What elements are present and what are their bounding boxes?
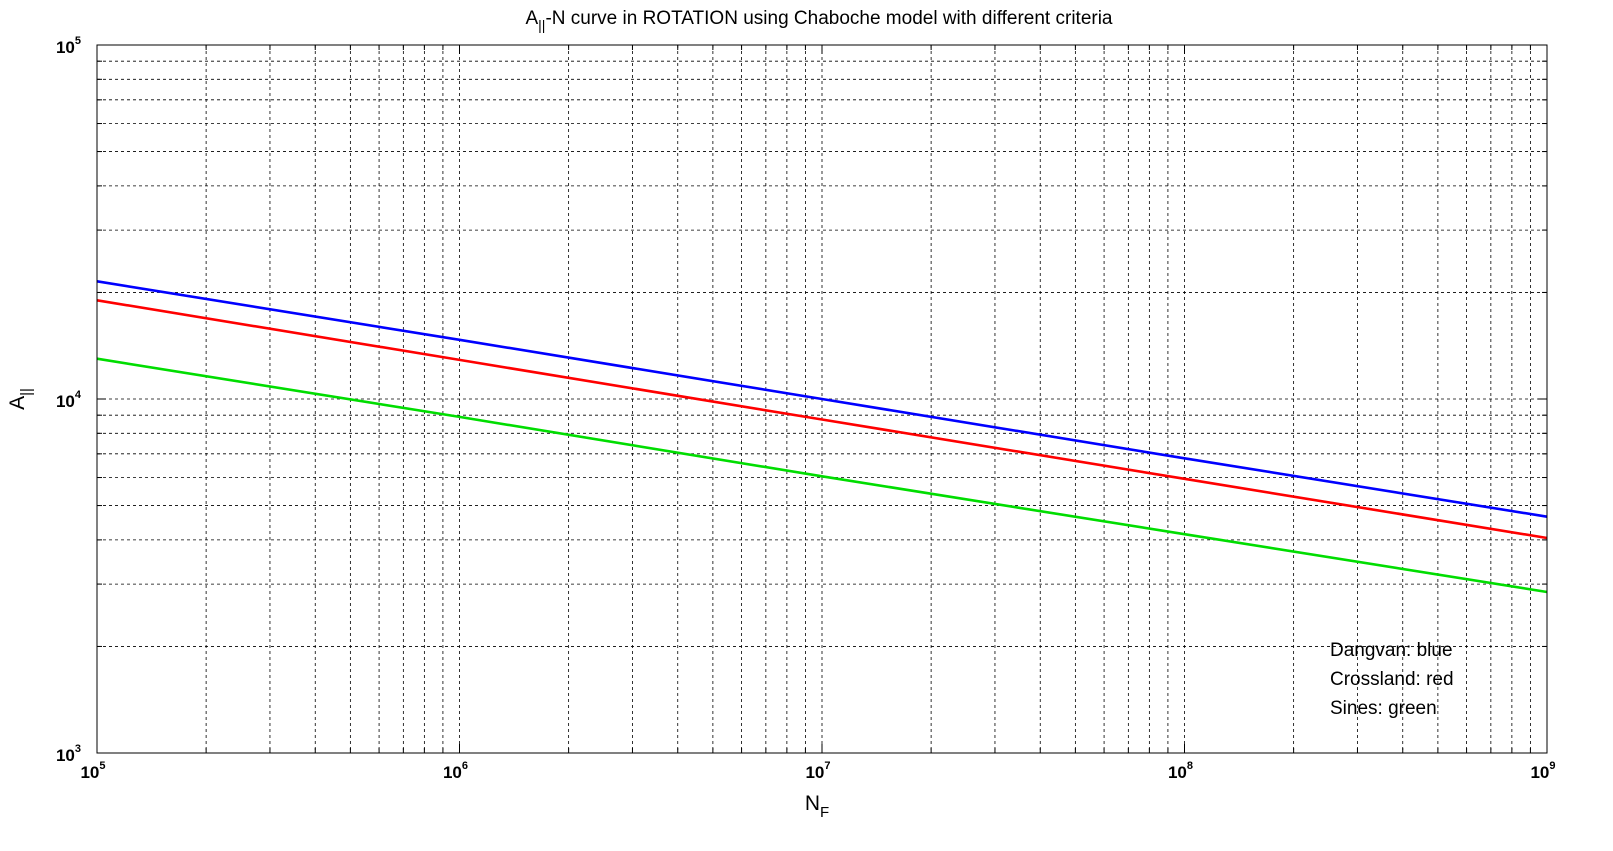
grid-lines: [97, 45, 1547, 753]
annotation-sines: Sines: green: [1330, 698, 1437, 719]
y-tick-label: 103: [56, 743, 81, 765]
x-tick-base: 10: [805, 763, 824, 782]
x-tick-exponent: 8: [1187, 760, 1193, 772]
y-axis-label-sub: ||: [18, 388, 35, 396]
series-line-blue: [96, 280, 1548, 518]
x-axis-label-sub: F: [820, 804, 829, 821]
x-tick-exponent: 6: [462, 760, 468, 772]
x-tick-label: 109: [1530, 760, 1555, 782]
series-lines: [96, 280, 1548, 594]
y-tick-base: 10: [56, 392, 75, 411]
chart-title: A||-N curve in ROTATION using Chaboche m…: [525, 8, 1112, 33]
x-axis-label: NF: [805, 792, 829, 821]
x-tick-exponent: 5: [99, 760, 105, 772]
annotation-crossland: Crossland: red: [1330, 669, 1454, 690]
x-tick-base: 10: [1168, 763, 1187, 782]
x-tick-label: 105: [80, 760, 105, 782]
x-tick-label: 107: [805, 760, 830, 782]
y-tick-base: 10: [56, 38, 75, 57]
title-rest: -N curve in ROTATION using Chaboche mode…: [545, 8, 1112, 29]
x-tick-base: 10: [1530, 763, 1549, 782]
legend-annotations: Dangvan: blue Crossland: red Sines: gree…: [1330, 640, 1454, 719]
y-tick-exponent: 5: [75, 35, 81, 47]
y-axis-label: A||: [6, 388, 35, 410]
y-tick-exponent: 4: [75, 389, 82, 401]
series-line-green: [96, 357, 1548, 594]
y-tick-base: 10: [56, 746, 75, 765]
x-tick-base: 10: [443, 763, 462, 782]
y-axis-label-main: A: [6, 396, 29, 410]
annotation-dangvan: Dangvan: blue: [1330, 640, 1453, 661]
x-axis-label-main: N: [805, 792, 820, 815]
y-tick-exponent: 3: [75, 743, 81, 755]
x-tick-label: 108: [1168, 760, 1193, 782]
title-main: A: [525, 8, 538, 29]
series-line-red: [96, 299, 1548, 540]
x-tick-label: 106: [443, 760, 468, 782]
y-tick-label: 105: [56, 35, 81, 57]
x-tick-exponent: 7: [824, 760, 830, 772]
y-tick-label: 104: [56, 389, 82, 411]
x-tick-exponent: 9: [1549, 760, 1555, 772]
title-sub: ||: [538, 17, 545, 33]
x-tick-base: 10: [80, 763, 99, 782]
